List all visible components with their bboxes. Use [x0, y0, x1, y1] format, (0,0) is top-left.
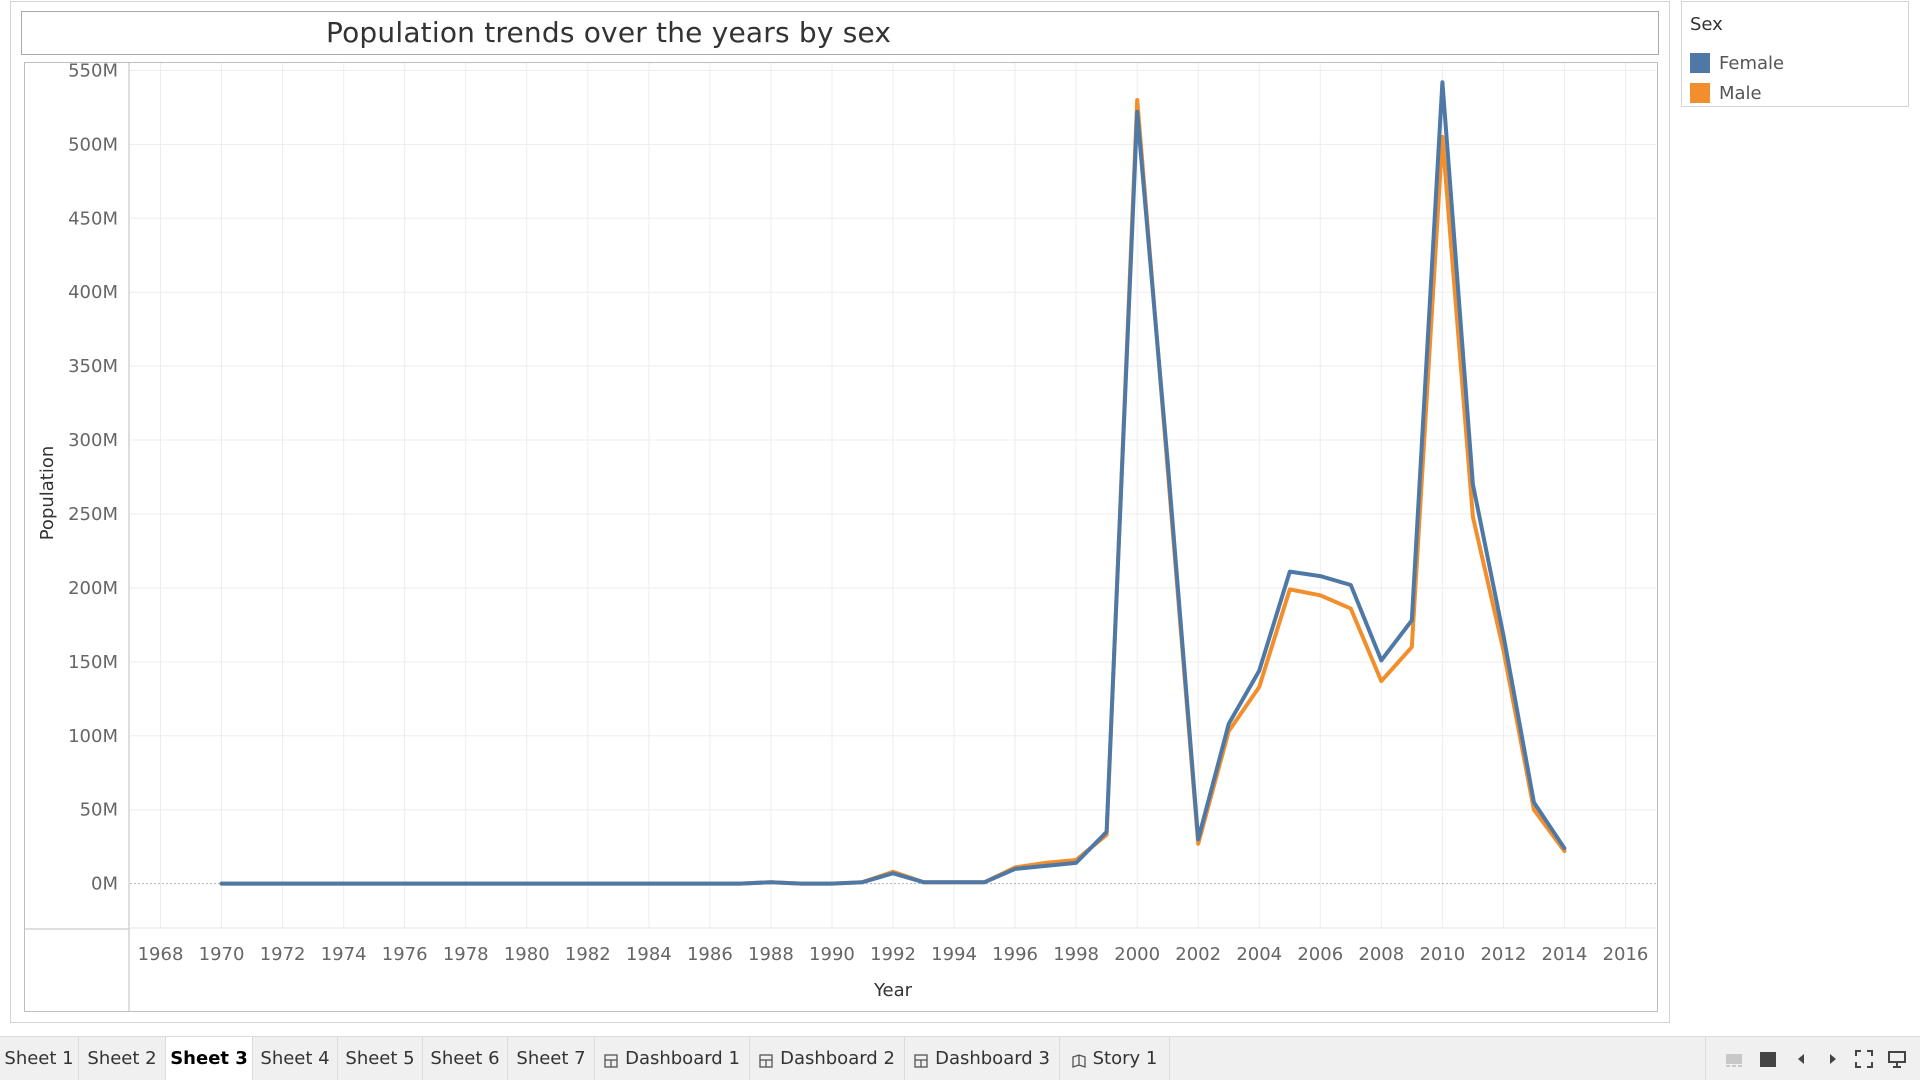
x-tick-label: 1988 [748, 944, 794, 965]
chart-title-box: Population trends over the years by sex [21, 11, 1659, 55]
x-tick-label: 1978 [443, 944, 489, 965]
y-tick-label: 200M [68, 578, 118, 599]
tab-sheet-7[interactable]: Sheet 7 [508, 1037, 595, 1080]
plot-frame [24, 62, 1658, 1012]
legend-item-female[interactable]: Female [1690, 52, 1784, 74]
chart-title: Population trends over the years by sex [326, 16, 892, 49]
tab-label: Sheet 3 [170, 1048, 248, 1069]
x-tick-label: 2000 [1114, 944, 1160, 965]
tab-dashboard-2[interactable]: Dashboard 2 [750, 1037, 905, 1080]
prev-sheet-icon[interactable] [1791, 1049, 1811, 1069]
y-tick-label: 0M [91, 874, 118, 895]
y-tick-label: 400M [68, 282, 118, 303]
legend-title: Sex [1690, 14, 1723, 35]
worksheet-area [10, 1, 1670, 1023]
tab-label: Sheet 5 [345, 1048, 415, 1069]
legend[interactable]: Sex Female Male [1681, 1, 1909, 107]
x-tick-label: 2014 [1542, 944, 1588, 965]
x-tick-label: 1986 [687, 944, 733, 965]
y-tick-label: 300M [68, 430, 118, 451]
series-line-female[interactable] [219, 80, 1567, 886]
x-tick-label: 1968 [138, 944, 184, 965]
x-tick-label: 1972 [260, 944, 306, 965]
x-tick-label: 1998 [1053, 944, 1099, 965]
x-tick-label: 1974 [321, 944, 367, 965]
tab-sheet-5[interactable]: Sheet 5 [338, 1037, 423, 1080]
y-tick-label: 500M [68, 134, 118, 155]
fullscreen-icon[interactable] [1854, 1049, 1874, 1069]
tab-label: Story 1 [1092, 1048, 1158, 1069]
legend-item-male[interactable]: Male [1690, 82, 1762, 104]
tab-sheet-1[interactable]: Sheet 1 [0, 1037, 79, 1080]
y-tick-label: 250M [68, 504, 118, 525]
tab-story-1[interactable]: Story 1 [1060, 1037, 1170, 1080]
legend-label-male: Male [1719, 82, 1762, 104]
x-tick-label: 2008 [1358, 944, 1404, 965]
tab-label: Sheet 2 [87, 1048, 157, 1069]
y-tick-label: 50M [80, 800, 118, 821]
legend-label-female: Female [1719, 52, 1785, 74]
sheet-tab-bar: Sheet 1 Sheet 2 Sheet 3 Sheet 4 Sheet 5 Sheet… [0, 1036, 1920, 1080]
legend-swatch-male [1690, 83, 1710, 103]
x-tick-label: 1992 [870, 944, 916, 965]
x-tick-label: 2004 [1236, 944, 1282, 965]
y-tick-label: 450M [68, 208, 118, 229]
y-tick-label: 550M [68, 60, 118, 81]
x-tick-label: 1996 [992, 944, 1038, 965]
x-tick-label: 2006 [1297, 944, 1343, 965]
x-tick-label: 1984 [626, 944, 672, 965]
tab-label: Dashboard 2 [780, 1048, 895, 1069]
y-tick-label: 150M [68, 652, 118, 673]
x-tick-label: 2010 [1419, 944, 1465, 965]
x-tick-label: 1994 [931, 944, 977, 965]
story-icon [1071, 1052, 1086, 1068]
x-tick-label: 2012 [1480, 944, 1526, 965]
x-tick-label: 1982 [565, 944, 611, 965]
tab-label: Dashboard 1 [625, 1048, 740, 1069]
x-tick-label: 2016 [1603, 944, 1649, 965]
dashboard-icon [759, 1052, 773, 1068]
tab-sheet-6[interactable]: Sheet 6 [423, 1037, 508, 1080]
dashboard-icon [604, 1052, 618, 1068]
tab-dashboard-3[interactable]: Dashboard 3 [905, 1037, 1060, 1080]
legend-swatch-female [1690, 53, 1710, 73]
grid-view-icon[interactable] [1724, 1049, 1744, 1069]
y-tick-label: 350M [68, 356, 118, 377]
tab-dashboard-1[interactable]: Dashboard 1 [595, 1037, 750, 1080]
filmstrip-icon[interactable] [1758, 1049, 1778, 1069]
x-tick-label: 1976 [382, 944, 428, 965]
line-chart[interactable]: 1968 1970 1972 1974 1976 1978 1980 1982 1984 1986… [0, 0, 1670, 1030]
next-sheet-icon[interactable] [1823, 1049, 1843, 1069]
tab-sheet-4[interactable]: Sheet 4 [253, 1037, 338, 1080]
tab-label: Sheet 6 [430, 1048, 500, 1069]
x-tick-label: 1980 [504, 944, 550, 965]
dashboard-icon [914, 1052, 928, 1068]
y-tick-label: 100M [68, 726, 118, 747]
tab-sheet-3[interactable]: Sheet 3 [166, 1037, 253, 1080]
tab-label: Sheet 1 [4, 1048, 74, 1069]
x-tick-label: 2002 [1175, 944, 1221, 965]
y-axis-title: Population [37, 446, 58, 541]
tab-label: Dashboard 3 [935, 1048, 1050, 1069]
tab-sheet-2[interactable]: Sheet 2 [79, 1037, 166, 1080]
tab-label: Sheet 7 [516, 1048, 586, 1069]
presentation-icon[interactable] [1887, 1049, 1907, 1069]
x-tick-label: 1990 [809, 944, 855, 965]
x-tick-label: 1970 [199, 944, 245, 965]
x-axis-title: Year [873, 980, 913, 1001]
tab-label: Sheet 4 [260, 1048, 330, 1069]
navigation-controls [1705, 1037, 1920, 1080]
